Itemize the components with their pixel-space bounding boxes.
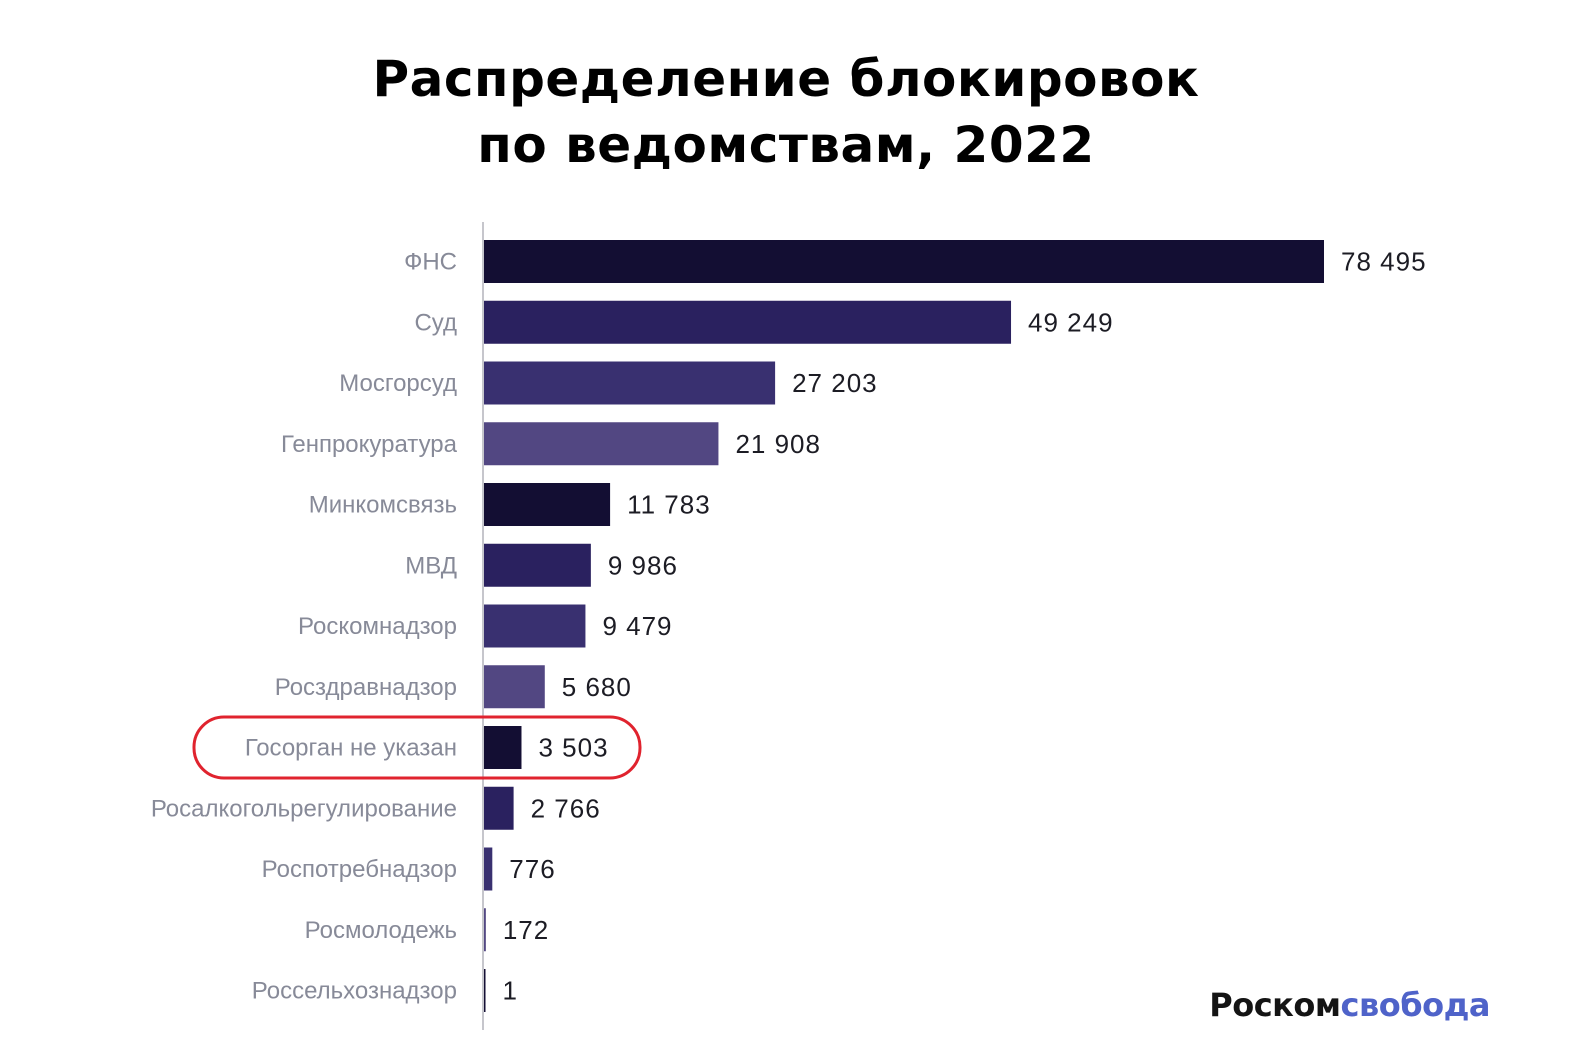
chart-title-line-1: Распределение блокировок — [372, 50, 1200, 108]
category-label-3: Генпрокуратура — [281, 431, 458, 458]
bar-8 — [484, 726, 522, 769]
bar-4 — [484, 483, 611, 526]
chart-title: Распределение блокировок по ведомствам, … — [0, 46, 1572, 178]
category-label-11: Росмолодежь — [305, 917, 457, 944]
category-label-6: Роскомнадзор — [298, 613, 457, 640]
value-label-10: 776 — [509, 854, 555, 884]
category-label-5: МВД — [405, 552, 457, 579]
bars-group — [484, 240, 1324, 1012]
category-label-9: Росалкогольрегулирование — [151, 795, 457, 822]
category-label-10: Роспотребнадзор — [262, 856, 457, 883]
bar-9 — [484, 786, 514, 830]
value-label-1: 49 249 — [1028, 307, 1114, 337]
bar-2 — [484, 361, 776, 405]
bar-5 — [484, 543, 591, 587]
value-label-12: 1 — [503, 976, 518, 1006]
category-label-4: Минкомсвязь — [309, 492, 457, 519]
value-labels-group: 78 495 49 249 27 203 21 908 11 783 9 986 9 479… — [503, 247, 1427, 1006]
roskomsvoboda-logo: Роскомсвобода — [1209, 986, 1490, 1024]
value-label-8: 3 503 — [538, 733, 608, 763]
value-label-3: 21 908 — [735, 429, 821, 459]
category-label-2: Мосгорсуд — [339, 370, 457, 397]
value-label-7: 5 680 — [562, 672, 632, 702]
category-label-7: Росздравнадзор — [275, 674, 457, 701]
value-label-11: 172 — [503, 915, 549, 945]
bar-3 — [484, 422, 719, 466]
bar-11 — [484, 908, 486, 952]
bar-7 — [484, 665, 545, 709]
value-label-0: 78 495 — [1341, 247, 1427, 277]
value-label-2: 27 203 — [792, 368, 878, 398]
highlight-outline — [192, 715, 642, 780]
bar-1 — [484, 300, 1012, 344]
logo-part-1: Роском — [1209, 986, 1341, 1024]
value-label-9: 2 766 — [531, 793, 601, 823]
bar-12 — [484, 969, 486, 1012]
chart-title-line-2: по ведомствам, 2022 — [477, 116, 1095, 174]
logo-part-2: свобода — [1340, 986, 1491, 1024]
category-label-1: Суд — [414, 309, 457, 336]
bar-6 — [484, 604, 586, 648]
value-label-4: 11 783 — [627, 490, 711, 520]
category-labels-group: ФНС Суд Мосгорсуд Генпрокуратура Минкомсвязь… — [151, 249, 458, 1005]
bar-10 — [484, 847, 493, 891]
category-label-0: ФНС — [404, 249, 457, 276]
category-label-12: Россельхознадзор — [252, 978, 457, 1005]
value-label-6: 9 479 — [602, 611, 672, 641]
category-label-8: Госорган не указан — [245, 735, 457, 762]
value-label-5: 9 986 — [608, 550, 678, 580]
bar-0 — [484, 240, 1324, 283]
